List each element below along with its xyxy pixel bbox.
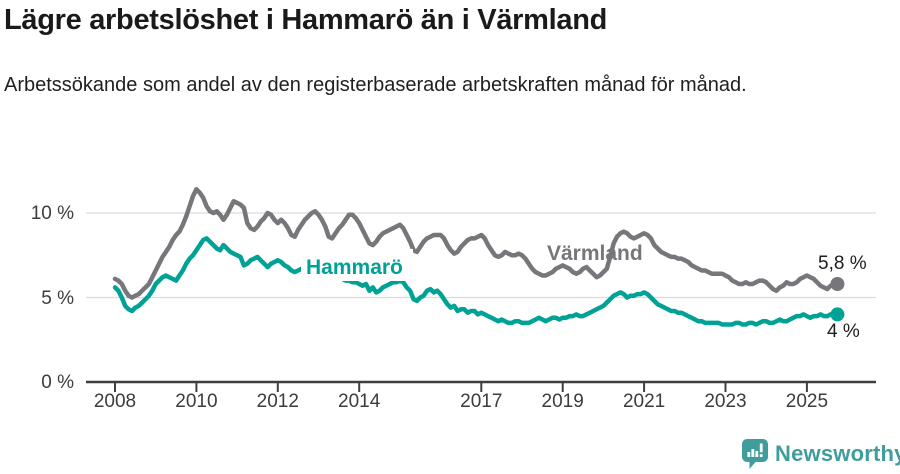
label-mask (301, 249, 413, 281)
series-line-varmland (112, 187, 840, 300)
end-dot-hammaro (830, 307, 845, 322)
series-label-hammaro: Hammarö (306, 256, 403, 279)
chart-title: Lägre arbetslöshet i Hammarö än i Värmla… (4, 4, 608, 36)
y-tick-label: 5 % (41, 287, 74, 309)
x-tick-label: 2014 (338, 391, 381, 412)
x-tick-label: 2025 (785, 391, 829, 412)
chart-subtitle: Arbetssökande som andel av den registerb… (4, 74, 747, 96)
x-tick-label: 2019 (541, 391, 584, 412)
y-tick-label: 10 % (30, 203, 74, 224)
newsworthy-wordmark: Newsworthy (775, 441, 900, 466)
x-tick-label: 2010 (175, 391, 218, 412)
x-tick-label: 2021 (622, 391, 666, 412)
end-dot-varmland (830, 277, 845, 291)
value-label-hammaro: 4 % (827, 321, 860, 342)
newsworthy-logo: Newsworthy (742, 439, 900, 469)
x-tick-label: 2012 (256, 391, 299, 412)
x-tick-label: 2017 (460, 391, 503, 412)
value-label-varmland: 5,8 % (818, 253, 867, 274)
newsworthy-bubble-chart-icon (742, 439, 768, 469)
y-tick-label: 0 % (41, 372, 74, 393)
series-label-varmland: Värmland (547, 242, 643, 265)
series-line-hammaro (112, 236, 840, 327)
x-tick-label: 2008 (93, 391, 137, 412)
x-tick-label: 2023 (704, 391, 747, 412)
